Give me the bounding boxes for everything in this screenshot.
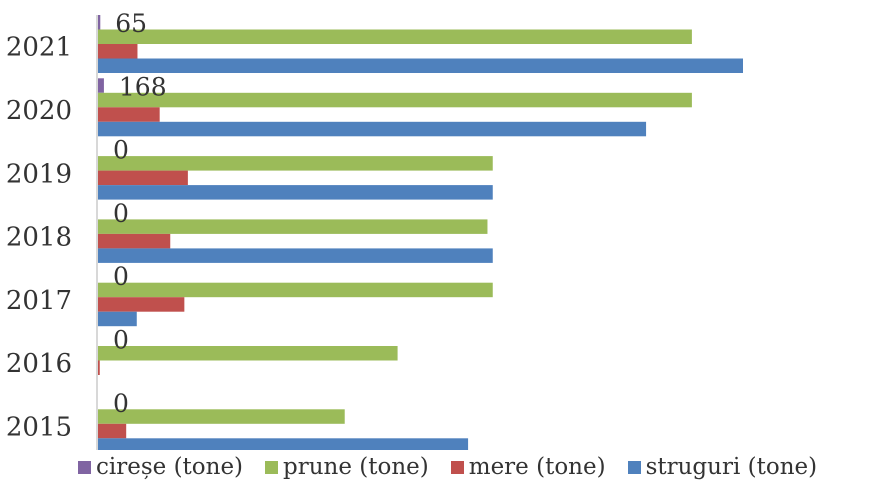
bar-struguri-tone-2018 xyxy=(98,248,493,263)
legend-item-struguri: struguri (tone) xyxy=(627,454,818,480)
bar-mere-tone-2019 xyxy=(98,170,188,186)
bar-mere-tone-2021 xyxy=(98,44,138,59)
bar-prune-tone-2016 xyxy=(98,346,398,361)
legend-item-prune: prune (tone) xyxy=(265,454,429,480)
y-tick-label-2019: 2019 xyxy=(6,159,72,189)
bar-prune-tone-2015 xyxy=(98,409,345,424)
legend-label-prune: prune (tone) xyxy=(283,454,429,480)
legend-label-cirese: cireșe (tone) xyxy=(96,454,244,480)
data-label-cirese-2021: 65 xyxy=(115,9,147,38)
bar-prune-tone-2020 xyxy=(98,92,692,108)
bar-prune-tone-2021 xyxy=(98,29,692,44)
bar-prune-tone-2019 xyxy=(98,156,493,171)
bar-struguri-tone-2019 xyxy=(98,185,493,200)
legend-item-mere: mere (tone) xyxy=(450,454,606,480)
legend-swatch-mere xyxy=(450,460,464,474)
data-label-cirese-2018: 0 xyxy=(113,199,129,228)
bar-prune-tone-2017 xyxy=(98,282,493,298)
bar-mere-tone-2017 xyxy=(98,297,185,312)
legend-item-cirese: cireșe (tone) xyxy=(78,454,243,480)
bar-mere-tone-2016 xyxy=(98,360,100,375)
bar-prune-tone-2018 xyxy=(98,219,488,234)
bar-mere-tone-2015 xyxy=(98,423,127,439)
bar-mere-tone-2018 xyxy=(98,233,171,249)
y-tick-label-2021: 2021 xyxy=(6,33,72,63)
legend-swatch-prune xyxy=(265,460,279,474)
bar-struguri-tone-2017 xyxy=(98,311,137,327)
bar-struguri-tone-2021 xyxy=(98,58,743,73)
legend-swatch-cirese xyxy=(78,460,91,474)
y-tick-label-2018: 2018 xyxy=(6,223,72,253)
y-tick-label-2015: 2015 xyxy=(6,412,72,442)
bar-cirese-tone-2020 xyxy=(98,78,104,93)
chart-legend: cireșe (tone) prune (tone) mere (tone) s… xyxy=(78,454,817,480)
data-label-cirese-2020: 168 xyxy=(119,72,167,101)
legend-swatch-struguri xyxy=(627,460,641,474)
bar-struguri-tone-2020 xyxy=(98,121,647,137)
bar-struguri-tone-2015 xyxy=(98,438,469,450)
legend-label-struguri: struguri (tone) xyxy=(645,454,818,480)
y-tick-label-2016: 2016 xyxy=(6,349,72,379)
data-label-cirese-2015: 0 xyxy=(113,389,129,418)
y-tick-label-2020: 2020 xyxy=(6,96,72,126)
bar-chart: 2021 2020 2019 2018 2017 2016 2015 65 168 0 0 0 0 0 xyxy=(6,9,743,450)
bar-mere-tone-2020 xyxy=(98,107,160,122)
data-label-cirese-2016: 0 xyxy=(113,326,129,355)
data-label-cirese-2017: 0 xyxy=(113,262,129,291)
bar-cirese-tone-2021 xyxy=(98,15,101,30)
y-tick-label-2017: 2017 xyxy=(6,286,72,316)
legend-label-mere: mere (tone) xyxy=(468,454,606,480)
data-label-cirese-2019: 0 xyxy=(113,136,129,165)
